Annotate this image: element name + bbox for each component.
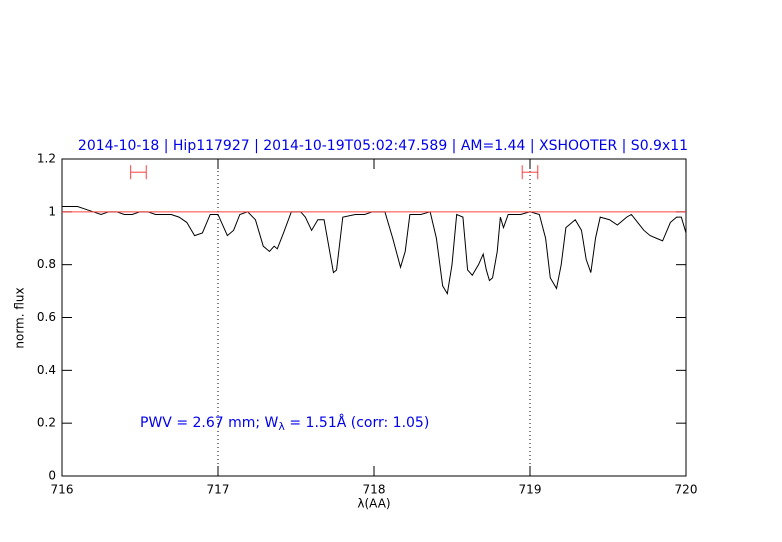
x-tick-label: 717 <box>207 483 230 497</box>
x-tick-label: 720 <box>675 483 698 497</box>
y-tick-label: 0.2 <box>37 416 56 430</box>
y-tick-label: 1 <box>48 204 56 218</box>
interval-marker <box>130 165 147 180</box>
spectrum-line <box>62 206 687 296</box>
y-axis-label: norm. flux <box>13 287 27 348</box>
interval-marker <box>521 165 539 180</box>
annotation-text: PWV = 2.67 mm; W <box>140 415 279 431</box>
chart-title: 2014-10-18 | Hip117927 | 2014-10-19T05:0… <box>78 138 688 154</box>
y-tick-label: 1.2 <box>37 152 56 166</box>
y-tick-label: 0.4 <box>37 363 56 377</box>
y-tick-label: 0.8 <box>37 257 56 271</box>
x-tick-label: 718 <box>363 483 386 497</box>
x-tick-label: 719 <box>519 483 542 497</box>
x-tick-label: 716 <box>51 483 74 497</box>
annotation: PWV = 2.67 mm; Wλ = 1.51Å (corr: 1.05) <box>140 414 429 433</box>
x-axis-label: λ(AA) <box>357 497 390 511</box>
annotation-subscript: λ <box>278 420 285 433</box>
annotation-text: = 1.51Å (corr: 1.05) <box>285 414 429 431</box>
y-tick-label: 0 <box>48 469 56 483</box>
y-tick-label: 0.6 <box>37 310 56 324</box>
